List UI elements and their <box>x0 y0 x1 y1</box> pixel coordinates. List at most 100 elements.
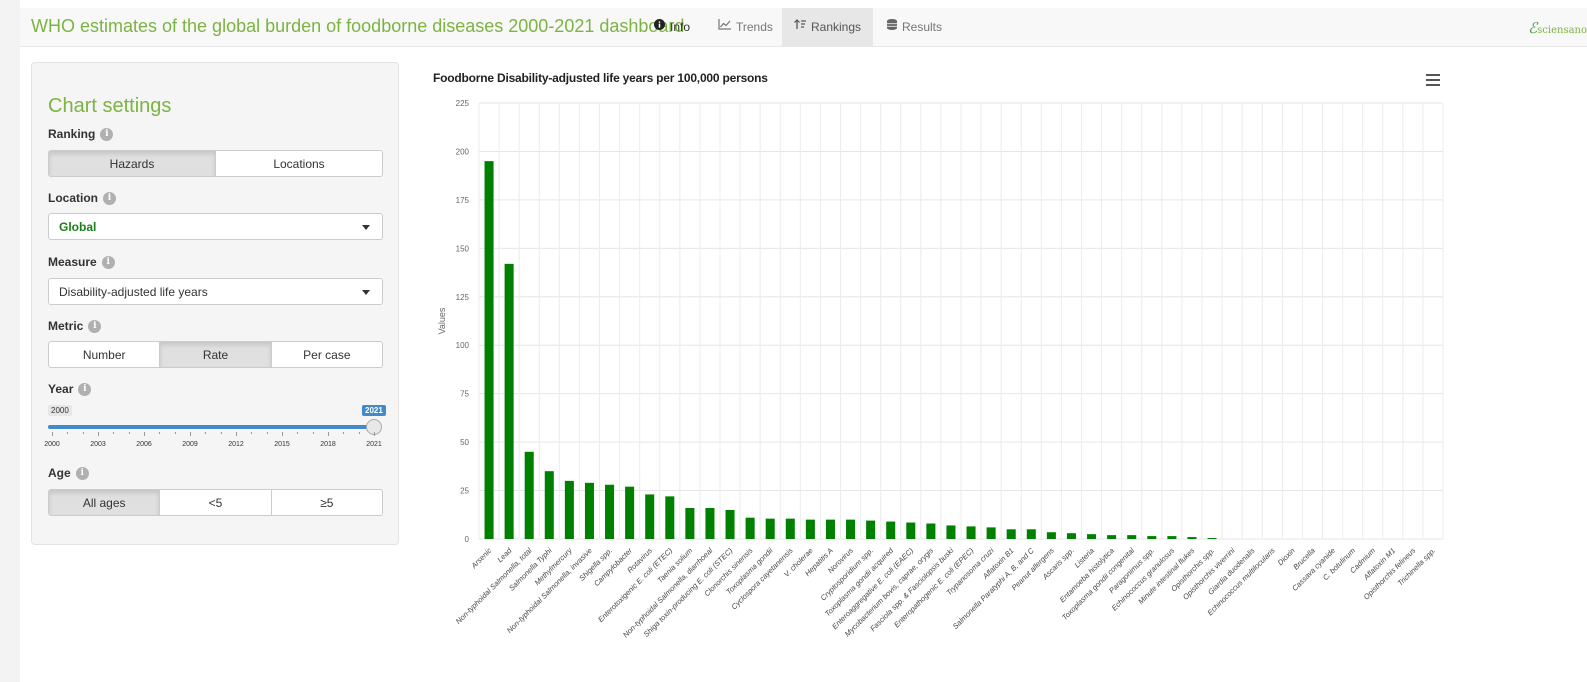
bar <box>1006 529 1016 539</box>
slider-tick <box>236 432 237 436</box>
slider-tick <box>190 432 191 436</box>
metric-number-button[interactable]: Number <box>49 342 161 367</box>
slider-tick <box>159 432 161 434</box>
y-tick-label: 175 <box>456 196 470 205</box>
sort-icon <box>794 8 806 46</box>
info-icon[interactable]: i <box>78 382 92 396</box>
ranking-label-row: Ranking i <box>48 127 114 141</box>
y-tick-label: 125 <box>456 293 470 302</box>
bar <box>625 486 635 539</box>
bar <box>1087 534 1097 539</box>
year-label: Year <box>48 382 74 396</box>
bar <box>906 522 916 539</box>
tab-info-label: Info <box>670 20 691 34</box>
tab-info[interactable]: Info <box>642 8 702 46</box>
y-tick-label: 50 <box>460 438 469 447</box>
info-icon[interactable]: i <box>75 466 89 480</box>
tab-trends[interactable]: Trends <box>706 8 785 46</box>
slider-tick <box>144 432 145 436</box>
slider-tick <box>52 432 53 436</box>
chart-title: Foodborne Disability-adjusted life years… <box>433 71 768 85</box>
year-slider-track[interactable] <box>48 425 375 429</box>
slider-tick-label: 2018 <box>320 441 336 448</box>
bar <box>685 507 695 539</box>
slider-tick-label: 2009 <box>182 441 198 448</box>
slider-tick <box>205 432 207 434</box>
bar <box>605 484 615 539</box>
bar <box>785 518 795 539</box>
y-tick-label: 75 <box>460 390 469 399</box>
bar <box>765 518 775 539</box>
ranking-locations-button[interactable]: Locations <box>273 156 325 171</box>
bar <box>846 519 856 539</box>
tab-rankings[interactable]: Rankings <box>782 8 874 46</box>
age-all-ages-button[interactable]: All ages <box>49 490 161 515</box>
panel-title: Chart settings <box>48 95 172 117</box>
age-label: Age <box>48 466 71 480</box>
ranking-label: Ranking <box>48 127 96 141</box>
metric-label-row: Metric i <box>48 319 102 333</box>
ranking-hazards-button[interactable]: Hazards <box>49 151 216 176</box>
measure-select[interactable]: Disability-adjusted life years <box>48 278 383 305</box>
logo-text: sciensano <box>1537 25 1587 36</box>
bar <box>886 521 896 539</box>
info-icon[interactable]: i <box>100 127 114 141</box>
bar <box>866 520 876 539</box>
metric-per-case-button[interactable]: Per case <box>303 347 351 362</box>
chart-settings-panel: Chart settings Ranking i Hazards Locatio… <box>31 62 399 545</box>
navbar: WHO estimates of the global burden of fo… <box>20 8 1587 47</box>
slider-tick <box>67 432 69 434</box>
bar <box>1046 532 1056 539</box>
slider-tick <box>174 432 176 434</box>
metric-toggle: Number Rate Per case <box>48 341 383 368</box>
bar <box>1066 533 1076 539</box>
y-tick-label: 225 <box>456 99 470 108</box>
location-label: Location <box>48 191 98 205</box>
ranking-toggle: Hazards Locations <box>48 150 383 177</box>
bar <box>1107 535 1117 539</box>
bar <box>1026 529 1036 539</box>
info-icon[interactable]: i <box>88 319 102 333</box>
y-tick-label: 200 <box>456 147 470 156</box>
database-icon <box>887 8 897 46</box>
bar <box>665 496 675 539</box>
bar <box>745 517 755 539</box>
bar <box>1127 535 1137 539</box>
slider-tick <box>297 432 299 434</box>
year-label-row: Year i <box>48 382 92 396</box>
tab-results[interactable]: Results <box>875 8 954 46</box>
x-tick-label: Arsenic <box>469 546 494 571</box>
slider-tick <box>282 432 283 436</box>
y-tick-label: 150 <box>456 244 470 253</box>
slider-tick <box>220 432 222 434</box>
info-icon[interactable]: i <box>103 191 116 205</box>
slider-tick <box>82 432 84 434</box>
chart-menu-icon[interactable] <box>1426 74 1440 89</box>
slider-tick-label: 2003 <box>90 441 106 448</box>
age-5-plus-button[interactable]: ≥5 <box>320 495 334 510</box>
age-label-row: Age i <box>48 466 89 480</box>
bar <box>1167 536 1177 539</box>
y-axis-label: Values <box>437 307 447 334</box>
slider-tick <box>343 432 345 434</box>
line-chart-icon <box>718 8 731 46</box>
y-tick-label: 25 <box>460 487 469 496</box>
location-select[interactable]: Global <box>48 213 383 240</box>
bar <box>825 519 835 539</box>
bar <box>946 525 956 539</box>
chevron-down-icon <box>362 225 370 230</box>
year-slider-value: 2021 <box>362 405 386 416</box>
metric-rate-button[interactable]: Rate <box>160 342 272 367</box>
slider-tick <box>328 432 329 436</box>
bar <box>584 482 594 539</box>
measure-label: Measure <box>48 255 97 269</box>
y-tick-label: 100 <box>456 341 470 350</box>
slider-tick-label: 2015 <box>274 441 290 448</box>
app-title: WHO estimates of the global burden of fo… <box>31 16 685 36</box>
metric-label: Metric <box>48 319 84 333</box>
slider-tick-label: 2021 <box>366 441 382 448</box>
slider-tick-label: 2006 <box>136 441 152 448</box>
age-under-5-button[interactable]: <5 <box>160 490 272 515</box>
info-icon[interactable]: i <box>101 255 115 269</box>
